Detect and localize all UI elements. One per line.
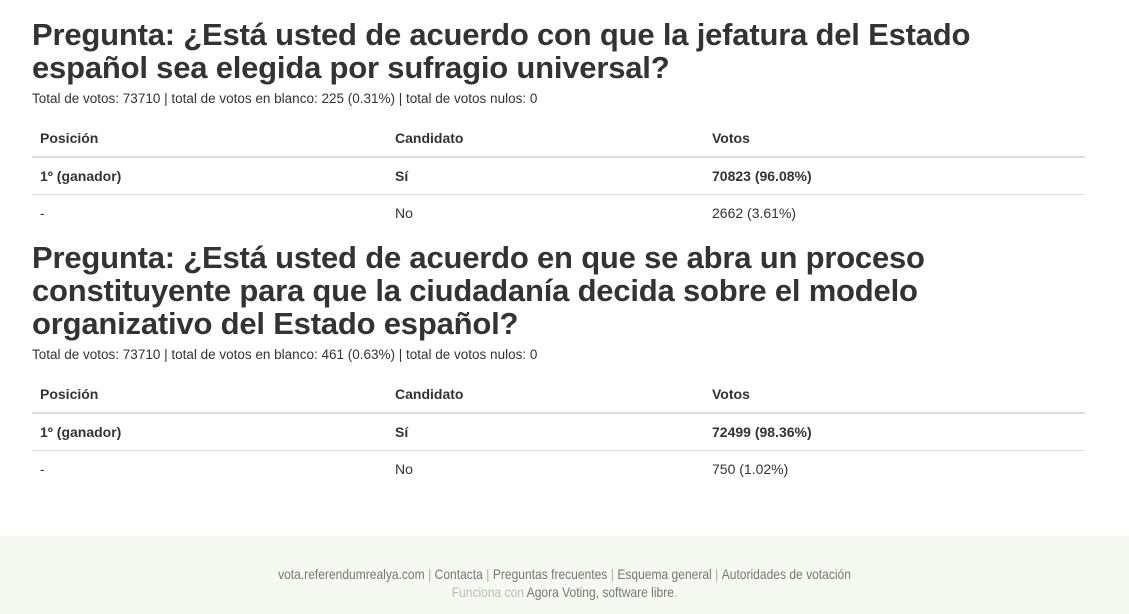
vote-stats: Total de votos: 73710 | total de votos e… — [32, 91, 538, 106]
cell-votes: 2662 (3.61%) — [704, 194, 1085, 231]
question-block-2: Pregunta: ¿Está usted de acuerdo en que … — [32, 241, 1085, 487]
table-header-row: Posición Candidato Votos — [32, 376, 1085, 414]
cell-candidate: No — [387, 194, 704, 231]
footer-separator: | — [428, 566, 432, 582]
table-row-winner: 1º (ganador) Sí 72499 (98.36%) — [32, 413, 1085, 451]
cell-votes: 72499 (98.36%) — [712, 424, 812, 440]
results-table: Posición Candidato Votos 1º (ganador) Sí… — [32, 120, 1085, 231]
cell-candidate: Sí — [395, 168, 409, 184]
footer-link-contact[interactable]: Contacta — [434, 566, 483, 582]
vote-stats: Total de votos: 73710 | total de votos e… — [32, 347, 538, 362]
footer-separator: | — [715, 566, 719, 582]
footer-link-faq[interactable]: Preguntas frecuentes — [492, 566, 608, 582]
header-position: Posición — [32, 376, 387, 414]
powered-suffix: . — [673, 584, 678, 600]
cell-votes: 70823 (96.08%) — [712, 168, 812, 184]
table-header-row: Posición Candidato Votos — [32, 120, 1085, 158]
footer-separator: | — [486, 566, 490, 582]
footer-link-overview[interactable]: Esquema general — [617, 566, 712, 582]
cell-position: - — [32, 450, 387, 487]
cell-candidate: Sí — [395, 424, 409, 440]
cell-votes: 750 (1.02%) — [704, 450, 1085, 487]
footer-links: vota.referendumrealya.com | Contacta | Pregu… — [79, 565, 1050, 583]
cell-position: 1º (ganador) — [40, 424, 122, 440]
footer-link-authorities[interactable]: Autoridades de votación — [721, 566, 851, 582]
results-table: Posición Candidato Votos 1º (ganador) Sí… — [32, 376, 1085, 487]
powered-prefix: Funciona con — [451, 584, 524, 600]
table-row-winner: 1º (ganador) Sí 70823 (96.08%) — [32, 157, 1085, 195]
footer-link-home[interactable]: vota.referendumrealya.com — [278, 566, 425, 582]
results-main: Pregunta: ¿Está usted de acuerdo con que… — [32, 18, 1085, 497]
agora-voting-link[interactable]: Agora Voting, software libre — [526, 584, 674, 600]
footer-separator: | — [610, 566, 614, 582]
question-block-1: Pregunta: ¿Está usted de acuerdo con que… — [32, 18, 1085, 231]
header-candidate: Candidato — [387, 376, 704, 414]
cell-position: 1º (ganador) — [40, 168, 122, 184]
question-title: Pregunta: ¿Está usted de acuerdo en que … — [32, 240, 925, 341]
question-title: Pregunta: ¿Está usted de acuerdo con que… — [32, 17, 971, 85]
table-row: - No 750 (1.02%) — [32, 450, 1085, 487]
cell-candidate: No — [387, 450, 704, 487]
footer-powered-by: Funciona con Agora Voting, software libr… — [79, 583, 1050, 601]
footer: vota.referendumrealya.com | Contacta | Pregu… — [0, 536, 1129, 614]
header-candidate: Candidato — [387, 120, 704, 158]
cell-position: - — [32, 194, 387, 231]
table-row: - No 2662 (3.61%) — [32, 194, 1085, 231]
header-votes: Votos — [704, 120, 1085, 158]
header-position: Posición — [32, 120, 387, 158]
header-votes: Votos — [704, 376, 1085, 414]
